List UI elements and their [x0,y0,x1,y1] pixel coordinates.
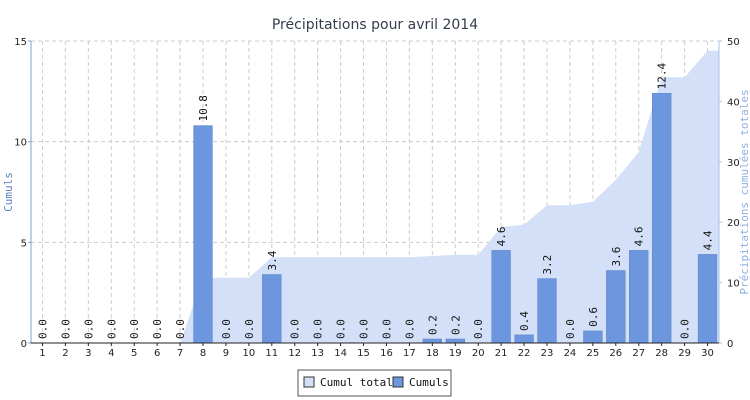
x-tick-label: 10 [242,348,255,359]
bar-day-30 [697,254,718,344]
x-tick-label: 2 [62,348,68,359]
data-label-day-28: 12.4 [656,62,669,89]
x-tick-label: 22 [518,348,531,359]
data-label-day-19: 0.2 [449,315,462,335]
x-tick-label: 28 [655,348,668,359]
data-label-day-16: 0.0 [380,319,393,339]
bar-day-25 [583,330,603,344]
x-tick-label: 19 [449,348,462,359]
y2-tick-label: 50 [727,37,740,48]
x-tick-label: 5 [131,348,137,359]
x-tick-label: 16 [380,348,393,359]
data-label-day-29: 0.0 [679,319,692,339]
x-tick-label: 4 [108,348,114,359]
y-tick-label: 15 [14,37,27,48]
data-label-day-13: 0.0 [312,319,325,339]
data-label-day-17: 0.0 [403,319,416,339]
x-tick-label: 23 [541,348,554,359]
bar-day-18 [422,338,442,344]
data-label-day-11: 3.4 [266,250,279,270]
x-tick-label: 29 [678,348,691,359]
data-label-day-5: 0.0 [128,319,141,339]
data-label-day-1: 0.0 [36,319,49,339]
bar-day-26 [606,270,626,344]
bar-day-19 [445,338,465,344]
legend-swatch-cumuls [392,376,404,388]
y2-axis-label: Précipitations cumulées totales [738,89,750,294]
data-label-day-14: 0.0 [335,319,348,339]
bar-day-11 [262,274,282,344]
y-tick-label: 5 [21,238,27,249]
bar-day-27 [629,250,649,344]
data-label-day-8: 10.8 [197,95,210,122]
data-label-day-2: 0.0 [59,319,72,339]
data-label-day-12: 0.0 [289,319,302,339]
x-tick-label: 15 [357,348,370,359]
x-tick-label: 8 [200,348,206,359]
legend-label-cumul-total: Cumul total [320,376,393,389]
legend-box [297,369,452,397]
x-tick-label: 21 [495,348,508,359]
x-tick-label: 11 [265,348,278,359]
y2-tick-label: 10 [727,279,740,290]
data-label-day-3: 0.0 [82,319,95,339]
data-label-day-15: 0.0 [358,319,371,339]
bar-day-28 [652,93,672,344]
data-label-day-30: 4.4 [702,230,715,250]
data-label-day-22: 0.4 [518,311,531,331]
x-tick-label: 1 [39,348,45,359]
x-tick-label: 12 [288,348,301,359]
data-label-day-7: 0.0 [174,319,187,339]
data-label-day-25: 0.6 [587,307,600,327]
data-label-day-26: 3.6 [610,247,623,267]
data-label-day-23: 3.2 [541,255,554,275]
y-axis-label: Cumuls [2,172,15,212]
data-label-day-4: 0.0 [105,319,118,339]
x-tick-label: 3 [85,348,91,359]
x-tick-label: 17 [403,348,416,359]
data-labels: 0.0 0.0 0.0 0.0 0.0 0.0 0.0 10.8 0.0 0.0 3.4 0.0 0.0… [36,62,714,339]
x-tick-label: 24 [564,348,577,359]
x-tick-label: 6 [154,348,160,359]
x-tick-label: 7 [177,348,183,359]
y2-tick-label: 0 [727,339,733,350]
data-label-day-21: 4.6 [495,227,508,247]
x-tick-label: 25 [586,348,599,359]
y2-tick-label: 30 [727,158,740,169]
x-tick-label: 9 [223,348,229,359]
series-area-cumul-total [31,50,719,343]
x-tick-label: 13 [311,348,324,359]
legend-swatch-cumul-total [303,376,315,388]
data-label-day-27: 4.6 [633,227,646,247]
y2-tick-label: 20 [727,218,740,229]
x-tick-label: 18 [426,348,439,359]
bars-layer [193,93,718,344]
bar-day-21 [491,250,511,344]
data-label-day-10: 0.0 [243,319,256,339]
data-label-day-9: 0.0 [220,319,233,339]
x-tick-label: 20 [472,348,485,359]
cumulative-area-layer [31,50,719,343]
bar-day-22 [514,334,534,344]
y-tick-label: 10 [14,138,27,149]
x-tick-label: 14 [334,348,347,359]
data-label-day-18: 0.2 [426,315,439,335]
y2-tick-label: 40 [727,97,740,108]
x-tick-label: 26 [609,348,622,359]
bar-day-8 [193,125,213,344]
legend: Cumul total Cumuls [297,369,452,397]
data-label-day-20: 0.0 [472,319,485,339]
y-tick-label: 0 [21,339,27,350]
chart-title: Précipitations pour avril 2014 [272,17,478,33]
data-label-day-24: 0.0 [564,319,577,339]
x-tick-label: 27 [632,348,645,359]
x-tick-label: 30 [701,348,714,359]
bar-day-23 [537,278,557,344]
legend-label-cumuls: Cumuls [409,376,449,389]
data-label-day-6: 0.0 [151,319,164,339]
